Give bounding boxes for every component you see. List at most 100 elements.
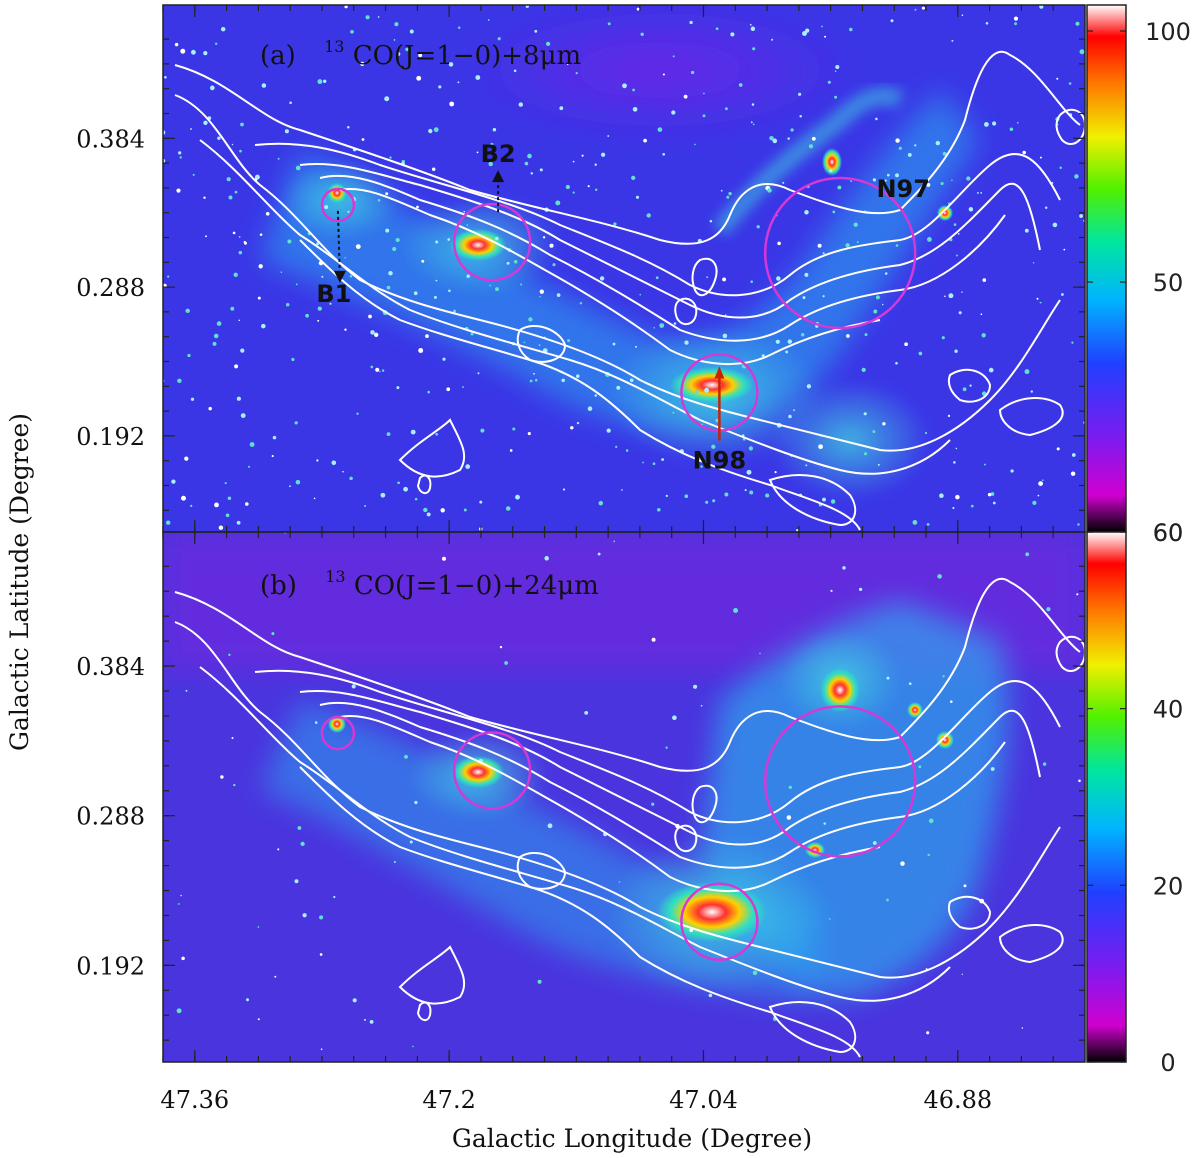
star-point [1074, 174, 1079, 179]
star-point [1013, 16, 1019, 21]
star-point [297, 826, 302, 830]
star-point [234, 190, 238, 194]
star-point [643, 138, 647, 143]
star-point [220, 775, 224, 779]
star-point [527, 153, 532, 159]
star-point [386, 285, 391, 290]
star-point [452, 309, 457, 313]
co-contour-line [319, 174, 1006, 342]
star-point [1032, 500, 1037, 506]
co-contour-line [174, 50, 1081, 245]
star-point [533, 372, 535, 375]
star-point [705, 500, 709, 504]
star-point [935, 140, 940, 146]
co-contour-line [416, 1001, 432, 1021]
star-point [294, 421, 298, 425]
star-point [785, 350, 789, 354]
star-point [694, 143, 696, 146]
star-point [244, 502, 249, 506]
star-point [389, 156, 392, 159]
star-point [495, 287, 499, 292]
source-circle-b1 [320, 715, 356, 751]
overlay-panel-a: B1 B2 N97 N98 [316, 140, 930, 474]
star-point [181, 956, 185, 961]
star-point [412, 1045, 414, 1048]
star-point [350, 29, 354, 34]
star-point [448, 62, 454, 67]
star-point [226, 177, 231, 182]
star-point [457, 26, 461, 30]
star-point [487, 19, 490, 21]
star-point [613, 222, 617, 226]
star-point [567, 339, 571, 343]
panel-a-title: (a) 13 CO(J=1−0)+8μm [260, 29, 581, 71]
star-point [1044, 206, 1048, 210]
star-point [555, 200, 561, 206]
star-point [951, 39, 954, 42]
star-point [587, 185, 590, 188]
star-point [863, 412, 867, 416]
y-tick-label: 0.384 [76, 653, 145, 681]
star-point [247, 465, 251, 468]
star-point [395, 237, 400, 243]
star-point [811, 136, 816, 141]
star-point [190, 397, 195, 401]
star-point [313, 497, 316, 500]
star-point [576, 421, 580, 425]
star-point [926, 182, 931, 187]
star-point [918, 351, 923, 356]
star-point [947, 414, 951, 418]
star-point [953, 461, 956, 464]
star-point [584, 710, 589, 715]
star-point [190, 504, 193, 508]
star-point [185, 308, 190, 314]
star-point [942, 675, 945, 678]
star-point [625, 449, 629, 452]
star-point [984, 122, 989, 127]
star-point [918, 765, 922, 769]
star-point [834, 95, 838, 99]
star-point [822, 252, 825, 255]
star-point [887, 190, 890, 193]
star-point [232, 231, 236, 235]
co-contour-line [691, 257, 718, 297]
star-point [788, 414, 792, 419]
star-point [1068, 82, 1072, 85]
star-point [295, 283, 298, 286]
star-point [607, 135, 610, 137]
star-point [704, 387, 710, 393]
star-point [324, 205, 329, 210]
star-point [349, 274, 353, 278]
star-point [672, 715, 677, 721]
y-axis-title: Galactic Latitude (Degree) [5, 413, 34, 751]
star-point [990, 767, 995, 771]
star-point [941, 336, 945, 340]
star-point [1076, 593, 1079, 596]
co-contour-line [339, 715, 881, 892]
star-point [323, 79, 327, 83]
star-point [320, 1048, 323, 1050]
star-point [393, 860, 397, 864]
star-point [640, 32, 644, 37]
star-point [850, 180, 852, 182]
contours-panel-b [174, 577, 1085, 1058]
star-point [837, 185, 842, 190]
star-point [538, 344, 541, 347]
star-point [490, 142, 494, 146]
star-point [724, 107, 728, 111]
star-point [446, 387, 451, 392]
star-point [793, 409, 795, 412]
star-point [1022, 150, 1026, 155]
star-point [722, 277, 727, 282]
star-point [751, 103, 755, 106]
star-point [520, 283, 523, 286]
star-point [351, 684, 356, 689]
star-point [495, 236, 499, 241]
star-point [769, 135, 774, 141]
star-point [775, 339, 780, 344]
star-point [355, 244, 361, 250]
star-point [594, 188, 598, 192]
star-point [505, 506, 511, 511]
source-circle-b2 [452, 731, 532, 810]
